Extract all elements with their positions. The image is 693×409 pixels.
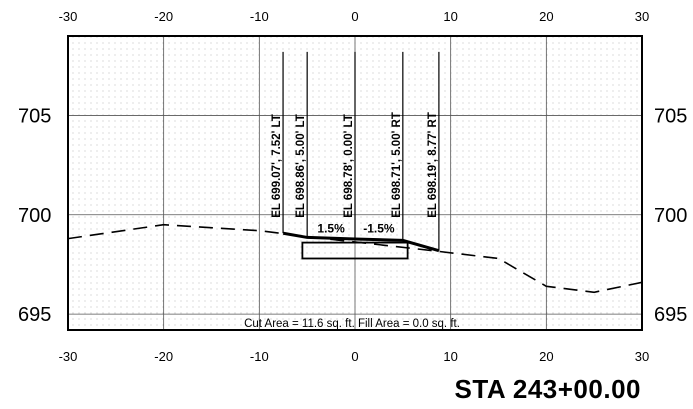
x-tick-label-top: 30 [635, 9, 649, 24]
x-tick-label-top: 10 [443, 9, 457, 24]
slope-label: -1.5% [363, 222, 395, 236]
offset-elevation-label: EL 698.78', 0.00' LT [343, 114, 355, 218]
x-tick-label-bottom: 0 [351, 349, 358, 364]
x-tick-label-bottom: 30 [635, 349, 649, 364]
x-tick-label-top: -10 [250, 9, 269, 24]
y-tick-label-left: 700 [18, 205, 51, 227]
x-tick-label-bottom: -10 [250, 349, 269, 364]
offset-elevation-label: EL 698.19', 8.77' RT [427, 112, 439, 218]
area-summary: Cut Area = 11.6 sq. ft. Fill Area = 0.0 … [244, 318, 460, 330]
y-tick-label-left: 695 [18, 304, 51, 326]
x-tick-label-bottom: 20 [539, 349, 553, 364]
axis-ticks: -30 -30 -20 -20 -10 -10 0 0 10 10 20 20 30 30 695 695 70… [18, 9, 687, 364]
existing-ground-line [67, 223, 643, 294]
slope-label: 1.5% [317, 222, 345, 236]
x-tick-label-top: -30 [59, 9, 78, 24]
x-tick-label-bottom: -30 [59, 349, 78, 364]
offset-elevation-label: EL 698.71', 5.00' RT [391, 112, 403, 218]
x-tick-label-top: -20 [154, 9, 173, 24]
plot-frame [67, 35, 643, 331]
y-tick-label-right: 705 [654, 105, 687, 127]
x-tick-label-top: 0 [351, 9, 358, 24]
existing-ground-layer [67, 223, 643, 294]
y-tick-label-right: 695 [654, 304, 687, 326]
y-tick-label-right: 700 [654, 205, 687, 227]
x-tick-label-bottom: 10 [443, 349, 457, 364]
elevation-labels: EL 699.07', 7.52' LT EL 698.86', 5.00' LT… [271, 51, 440, 251]
x-tick-label-bottom: -20 [154, 349, 173, 364]
station-label: STA 243+00.00 [454, 374, 641, 404]
pavement-box [301, 241, 409, 260]
y-tick-label-left: 705 [18, 105, 51, 127]
offset-elevation-label: EL 698.86', 5.00' LT [295, 114, 307, 218]
offset-elevation-label: EL 699.07', 7.52' LT [271, 114, 283, 218]
x-tick-label-top: 20 [539, 9, 553, 24]
